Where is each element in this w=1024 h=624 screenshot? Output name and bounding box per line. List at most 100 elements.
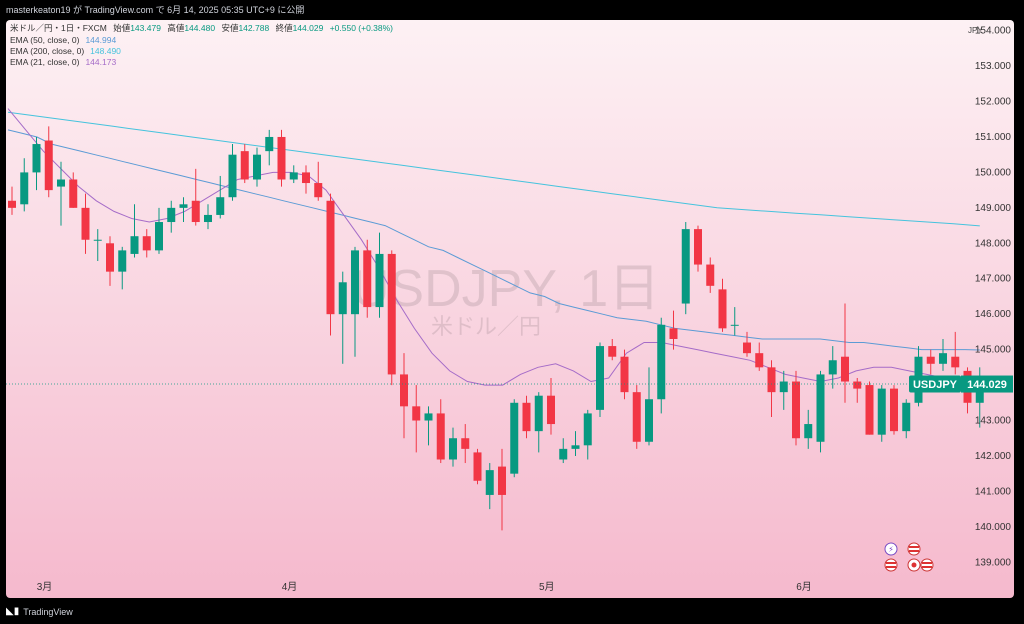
y-tick-label: 146.000: [975, 309, 1012, 320]
candle: [302, 165, 310, 194]
candle: [338, 271, 347, 364]
candle-body: [216, 197, 225, 215]
candle: [547, 377, 555, 435]
chart-pane[interactable]: USDJPY, 1日 米ドル／円 139.000 140.000 141.000 14…: [6, 20, 1014, 598]
candle-body: [596, 346, 604, 410]
candle: [804, 409, 813, 449]
candle-body: [522, 402, 531, 432]
price-tag-symbol-bg: [909, 375, 961, 393]
candle-body: [975, 385, 984, 403]
candle: [767, 360, 776, 417]
candle: [865, 381, 874, 435]
y-tick-label: 148.000: [975, 238, 1012, 249]
candle: [559, 438, 568, 464]
candle-body: [142, 236, 151, 251]
candle: [853, 377, 862, 403]
candle-body: [559, 448, 568, 460]
price-chart[interactable]: USDJPY, 1日 米ドル／円 139.000 140.000 141.000 14…: [6, 20, 1014, 598]
candle-body: [657, 324, 666, 400]
candle-body: [436, 413, 445, 460]
x-tick-label: 6月: [796, 581, 812, 593]
candle: [743, 331, 751, 357]
candle-body: [424, 413, 433, 421]
candle-body: [841, 356, 849, 382]
candle: [204, 204, 212, 230]
candle-body: [828, 360, 837, 375]
us-flag-event-icon-3[interactable]: [920, 558, 934, 572]
candle-body: [461, 438, 470, 449]
candle-body: [253, 154, 261, 180]
candle-body: [191, 200, 200, 223]
candle-body: [681, 229, 690, 304]
candle: [583, 409, 592, 460]
tradingview-logo[interactable]: ◣▮ TradingView: [6, 606, 73, 617]
candle: [436, 399, 445, 464]
candle: [130, 204, 139, 258]
candle: [424, 406, 433, 446]
candle-body: [743, 342, 751, 354]
legend-high-label: 高値: [167, 23, 185, 33]
candle-body: [167, 207, 176, 223]
legend-ema21-label: EMA (21, close, 0): [10, 57, 80, 67]
candle: [841, 303, 849, 403]
candle: [473, 448, 482, 485]
candle-body: [228, 154, 237, 198]
legend-ema50-value: 144.994: [85, 35, 116, 45]
svg-text:米ドル／円・1日・FXCM 始値143.: 米ドル／円・1日・FXCM 始値143.479 高値144.480 安値142.…: [10, 23, 393, 33]
time-axis[interactable]: 3月 4月 5月 6月: [37, 581, 812, 593]
x-tick-label: 5月: [539, 581, 555, 593]
candle: [32, 136, 41, 191]
candle-body: [694, 229, 702, 265]
candle: [926, 349, 935, 375]
ema50-line: [7, 129, 980, 351]
candle: [314, 161, 323, 201]
candle-body: [130, 236, 139, 254]
candle-body: [363, 250, 372, 308]
candle-body: [730, 324, 739, 326]
candle: [142, 229, 151, 258]
x-tick-label: 4月: [282, 581, 298, 593]
price-tag-value: 144.029: [967, 379, 1007, 391]
candle-body: [669, 328, 678, 339]
candle: [167, 200, 176, 233]
candle: [69, 172, 78, 208]
candle: [57, 161, 65, 226]
price-tag-value-bg: [961, 375, 1013, 393]
candle-body: [755, 353, 764, 368]
candle-body: [485, 470, 494, 495]
us-flag-event-icon-2[interactable]: [884, 558, 898, 572]
candle: [8, 186, 16, 215]
candle-body: [571, 445, 580, 449]
candle: [877, 385, 886, 442]
candle: [412, 385, 421, 453]
candle: [645, 367, 653, 446]
candle-body: [902, 402, 911, 432]
us-flag-event-icon[interactable]: [907, 542, 921, 556]
candle: [240, 144, 249, 184]
candle: [44, 126, 53, 198]
event-icons[interactable]: ⚡: [884, 542, 934, 572]
price-axis[interactable]: 139.000 140.000 141.000 142.000 143.000 144.0…: [957, 20, 1014, 598]
legend-open-value: 143.479: [130, 23, 161, 33]
candles: [8, 126, 984, 531]
legend-close-value: 144.029: [293, 23, 324, 33]
svg-text:EMA (50, close, 0)144.994: EMA (50, close, 0) 144.994: [10, 35, 116, 45]
candle-body: [534, 395, 543, 432]
y-tick-label: 154.000: [975, 26, 1012, 37]
candle: [20, 158, 29, 212]
candle: [81, 193, 90, 254]
legend-low-label: 安値: [221, 23, 239, 33]
legend: 米ドル／円・1日・FXCM 始値143.479 高値144.480 安値142.…: [10, 23, 393, 67]
candle-body: [510, 402, 519, 474]
candle: [363, 239, 372, 318]
lightning-event-icon[interactable]: [884, 542, 898, 556]
y-tick-label: 151.000: [975, 132, 1012, 143]
candle-body: [179, 204, 188, 208]
candle-body: [632, 392, 641, 442]
candle-body: [93, 239, 102, 241]
x-tick-label: 3月: [37, 581, 53, 593]
legend-open-label: 始値: [113, 23, 131, 33]
candle-body: [289, 172, 298, 180]
candle-body: [816, 374, 825, 442]
